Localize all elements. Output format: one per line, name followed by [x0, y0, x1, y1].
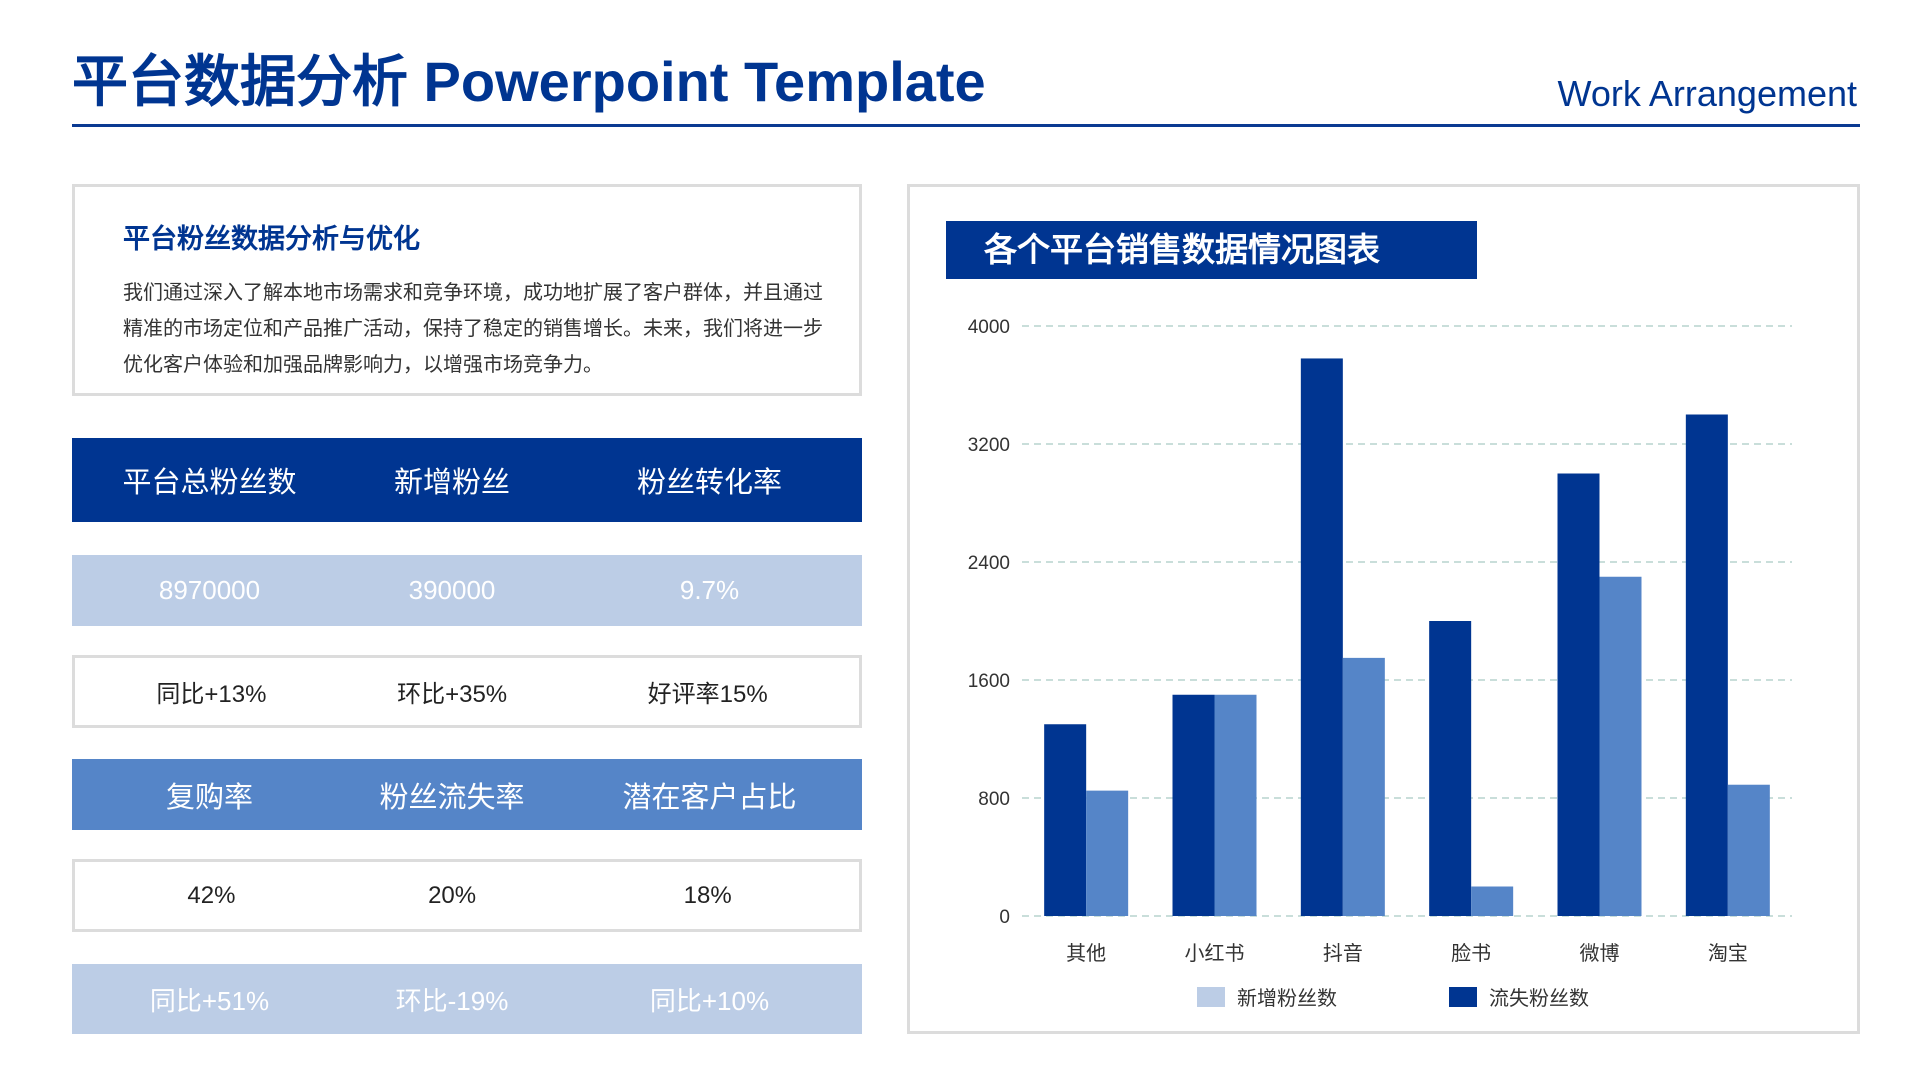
change-total-fans: 同比+13%	[156, 681, 267, 708]
y-tick-label: 0	[999, 907, 1010, 928]
value-potential-share: 18%	[683, 881, 732, 909]
value-new-fans: 390000	[408, 575, 496, 605]
x-tick-label: 淘宝	[1708, 942, 1748, 965]
table-change-row-2: 同比+51% 环比-19% 同比+10%	[72, 964, 862, 1034]
value-churn-rate: 20%	[428, 881, 477, 909]
y-tick-label: 800	[978, 789, 1010, 810]
bar-lost-fans	[1685, 414, 1728, 916]
chart-title: 各个平台销售数据情况图表	[984, 231, 1380, 268]
bar-new-fans	[1342, 657, 1385, 916]
x-tick-label: 其他	[1066, 942, 1106, 965]
x-tick-label: 脸书	[1451, 942, 1491, 965]
bar-lost-fans	[1557, 473, 1600, 916]
bar-lost-fans	[1429, 621, 1472, 916]
y-tick-label: 2400	[968, 553, 1010, 574]
y-tick-label: 4000	[968, 317, 1010, 338]
page-title: 平台数据分析 Powerpoint Template	[72, 50, 986, 113]
header-conversion-rate: 粉丝转化率	[636, 467, 782, 499]
value-repurchase-rate: 42%	[187, 881, 236, 909]
bar-new-fans	[1727, 784, 1770, 916]
x-tick-label: 抖音	[1323, 942, 1363, 965]
value-conversion-rate: 9.7%	[679, 575, 740, 605]
table-value-row-1: 8970000 390000 9.7%	[72, 555, 862, 626]
table-header-row-2: 复购率 粉丝流失率 潜在客户占比	[72, 759, 862, 830]
header-divider	[72, 124, 1860, 127]
y-tick-label: 1600	[968, 671, 1010, 692]
bar-new-fans	[1599, 576, 1642, 916]
intro-text: 我们通过深入了解本地市场需求和竞争环境，成功地扩展了客户群体，并且通过精准的市场…	[123, 282, 823, 376]
change-new-fans: 环比+35%	[397, 681, 508, 708]
bar-new-fans	[1214, 694, 1257, 916]
bar-new-fans	[1086, 790, 1129, 916]
x-tick-label: 微博	[1580, 942, 1620, 965]
bar-lost-fans	[1300, 358, 1343, 916]
bar-lost-fans	[1172, 694, 1215, 916]
legend-label: 新增粉丝数	[1237, 987, 1337, 1010]
x-tick-label: 小红书	[1185, 942, 1245, 965]
header-potential-share: 潜在客户占比	[622, 781, 797, 814]
table-change-row-1: 同比+13% 环比+35% 好评率15%	[72, 655, 862, 728]
chart-title-bar: 各个平台销售数据情况图表	[946, 221, 1477, 279]
header-total-fans: 平台总粉丝数	[122, 467, 297, 499]
change-potential-share: 同比+10%	[649, 985, 770, 1016]
table-value-row-2: 42% 20% 18%	[72, 859, 862, 932]
header-churn-rate: 粉丝流失率	[379, 781, 525, 814]
page-subtitle: Work Arrangement	[1557, 73, 1857, 114]
change-churn-rate: 环比-19%	[395, 985, 509, 1016]
change-conversion-rate: 好评率15%	[647, 681, 768, 708]
change-repurchase-rate: 同比+51%	[149, 985, 270, 1016]
legend-swatch	[1449, 987, 1477, 1007]
y-tick-label: 3200	[968, 435, 1010, 456]
value-total-fans: 8970000	[158, 575, 261, 605]
intro-title: 平台粉丝数据分析与优化	[123, 224, 420, 254]
header-new-fans: 新增粉丝	[393, 467, 510, 499]
bar-lost-fans	[1044, 724, 1087, 916]
intro-card: 平台粉丝数据分析与优化 我们通过深入了解本地市场需求和竞争环境，成功地扩展了客户…	[72, 184, 862, 396]
legend-swatch	[1197, 987, 1225, 1007]
legend-label: 流失粉丝数	[1489, 987, 1589, 1010]
bar-new-fans	[1471, 886, 1514, 916]
header-repurchase-rate: 复购率	[165, 781, 253, 814]
table-header-row-1: 平台总粉丝数 新增粉丝 粉丝转化率	[72, 438, 862, 522]
